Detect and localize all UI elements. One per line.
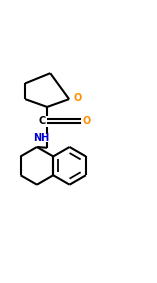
Text: O: O xyxy=(74,93,82,103)
Text: O: O xyxy=(82,116,90,126)
Text: C: C xyxy=(39,116,46,126)
Text: NH: NH xyxy=(33,133,49,143)
